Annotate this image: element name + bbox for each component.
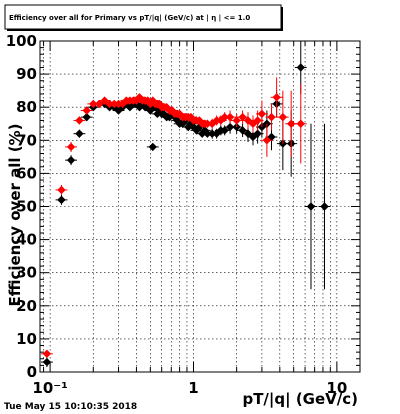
point-marker [162,103,171,112]
point-marker [296,63,305,72]
point-marker [66,155,76,165]
point-marker [207,119,217,128]
axis-ticks [40,40,360,373]
data-point [93,99,106,109]
point-marker [257,109,267,119]
point-marker [82,106,91,115]
data-point [73,116,86,125]
title-box-frame [4,4,282,30]
point-marker [262,136,272,145]
point-marker [225,112,235,122]
data-point [80,106,93,115]
point-marker [278,112,288,122]
point-marker [253,116,262,125]
data-point [224,110,237,124]
point-marker [118,99,127,109]
point-marker [57,195,66,205]
data-point [73,129,86,138]
x-tick-label: 10 [326,379,347,397]
point-marker [232,116,241,125]
data-point [146,142,159,152]
y-tick-label: 100 [6,32,37,50]
point-marker [82,112,91,122]
point-marker [225,122,235,132]
point-marker [186,112,196,122]
data-point [255,100,268,128]
data-point [236,123,249,137]
y-tick-label: 70 [16,131,37,149]
title-box: Efficiency over all for Primary vs pT/|q… [4,4,283,31]
y-tick-label: 40 [16,231,37,249]
plot-area: 0 10 20 30 40 50 60 70 80 90 100 10⁻¹ 1 10 [6,32,361,397]
point-marker [306,202,316,211]
data-point [318,123,331,290]
y-axis-title: Efficiency over all (%) [6,124,24,307]
point-marker [66,142,76,152]
y-tick-label: 90 [16,65,37,83]
data-point [294,84,307,164]
x-axis-title: pT/|q| (GeV/c) [242,390,358,409]
title-box-shadow-right [281,7,283,31]
point-marker [75,129,84,138]
title-box-shadow-bottom [7,29,283,31]
y-tick-label: 80 [16,98,37,116]
point-marker [42,349,52,358]
data-point [236,110,249,124]
point-marker [100,96,109,105]
data-point [230,113,243,128]
point-marker [95,99,104,109]
x-tick-labels: 10⁻¹ 1 10 [32,379,347,397]
data-point [305,123,317,290]
x-tick-label: 1 [188,379,198,397]
data-point [65,141,78,152]
point-marker [272,93,281,102]
point-marker [135,93,144,102]
point-marker [186,119,196,128]
series-2 [40,77,307,358]
x-tick-label: 10⁻¹ [32,379,67,397]
y-tick-labels: 0 10 20 30 40 50 60 70 80 90 100 [6,32,37,381]
y-tick-label: 0 [27,363,37,381]
point-marker [253,129,262,138]
point-marker [42,357,52,367]
point-marker [238,126,247,135]
point-marker [238,112,247,122]
point-marker [114,106,123,115]
point-marker [320,202,329,211]
point-marker [286,119,296,128]
y-tick-label: 30 [16,264,37,282]
series-layer [40,41,331,368]
data-point [260,123,273,157]
timestamp-label: Tue May 15 10:10:35 2018 [4,402,137,412]
data-point [98,96,111,105]
point-marker [220,126,229,135]
point-marker [148,96,157,105]
point-marker [200,126,210,135]
data-point [265,103,278,131]
data-point [40,349,53,358]
y-tick-label: 50 [16,198,37,216]
y-tick-label: 60 [16,164,37,182]
y-tick-label: 20 [16,297,37,315]
chart-title: Efficiency over all for Primary vs pT/|q… [9,14,250,23]
data-point [40,357,53,368]
point-marker [296,119,305,128]
point-marker [75,116,84,125]
point-marker [216,116,225,125]
data-point [270,77,283,118]
point-marker [57,185,66,195]
data-point [55,194,68,205]
data-point [55,184,68,195]
point-marker [267,112,276,122]
data-point [276,90,289,144]
y-tick-label: 10 [16,330,37,348]
data-point [65,155,78,166]
point-marker [148,142,157,152]
